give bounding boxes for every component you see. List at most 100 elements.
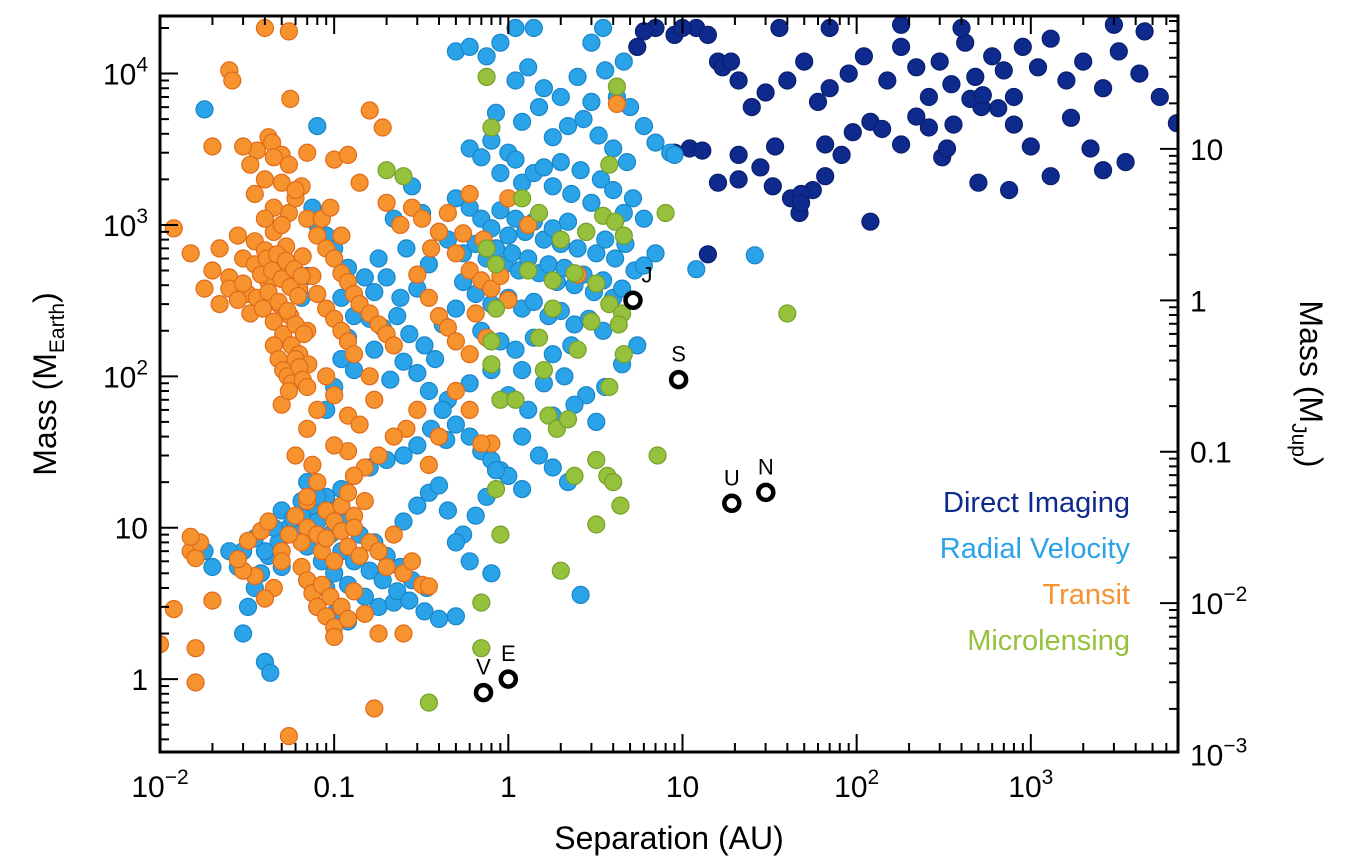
data-point [164,219,183,238]
planet-marker-e [498,669,519,689]
data-point [551,153,570,172]
data-point [600,377,619,397]
data-point [369,542,388,561]
data-point [543,458,562,477]
data-point [891,37,911,57]
data-point [186,548,205,568]
data-point [1116,153,1135,172]
data-point [419,693,438,712]
data-point [466,304,485,323]
data-point [325,552,344,571]
data-point [854,47,874,66]
data-point [332,226,351,245]
data-point [419,577,438,596]
data-point [600,155,619,174]
data-point [272,552,291,571]
data-point [394,512,413,531]
data-point [843,123,862,142]
data-point [634,116,654,136]
data-point [264,148,283,167]
data-point [1041,29,1060,48]
data-point [429,427,449,446]
data-point [288,286,308,305]
data-point [543,345,562,364]
data-point [729,71,748,90]
data-point [344,582,364,601]
data-point [381,370,400,389]
data-point [791,193,811,212]
data-points [160,16,1178,746]
data-point [377,161,396,180]
data-point [765,137,785,156]
data-point [477,67,496,87]
data-point [628,336,647,355]
data-point [360,367,379,386]
data-point [506,71,525,90]
data-point [338,609,358,629]
solar-system-planets: VE J S U N [473,262,776,703]
data-point [1150,87,1169,107]
data-point [321,198,340,217]
data-point [778,304,797,323]
data-point [745,246,764,265]
data-point [551,87,570,107]
data-point [596,230,615,249]
data-point [400,325,419,344]
data-point [587,515,606,534]
data-point [1013,37,1032,57]
data-point [919,87,939,107]
data-point [486,480,506,499]
data-point [394,624,413,643]
legend: Direct Imaging Radial Velocity Transit Micr… [940,487,1131,657]
data-point [634,22,654,41]
data-point [565,264,584,283]
data-point [551,230,570,249]
data-point [433,400,452,419]
data-point [604,181,623,200]
data-point [460,261,479,280]
data-point [325,249,344,268]
data-point [388,307,407,326]
planet-marker-j [623,290,643,311]
data-point [278,301,297,321]
data-point [377,193,396,212]
data-point [338,145,358,164]
data-point [519,58,538,77]
data-point [460,345,479,364]
data-point [408,436,427,455]
data-point [587,412,606,431]
data-point [446,332,465,351]
data-point [614,345,633,364]
data-point [308,473,327,492]
data-point [360,561,379,580]
data-point [529,446,549,465]
data-point [529,203,549,223]
data-point [582,92,601,112]
data-point [279,381,298,401]
data-point [350,173,369,192]
planet-label-n: N [758,454,774,479]
data-point [325,627,344,647]
series-transit [160,18,627,746]
data-point [429,609,449,629]
data-point [325,386,344,405]
data-point [708,173,728,192]
data-point [292,266,311,286]
data-point [482,564,501,583]
data-point [446,607,465,626]
data-point [460,400,479,419]
data-point [577,386,596,405]
data-point [482,355,501,374]
data-point [571,585,590,605]
data-point [604,139,623,158]
data-point [506,340,525,359]
tick-label-y-left-2: 102 [103,356,148,394]
data-point [973,86,992,105]
data-point [228,550,247,569]
data-point [609,315,628,334]
data-point [408,496,427,515]
data-point [472,593,491,612]
data-point [1061,108,1081,127]
planet-label-v: V [476,655,491,680]
data-point [558,212,578,231]
